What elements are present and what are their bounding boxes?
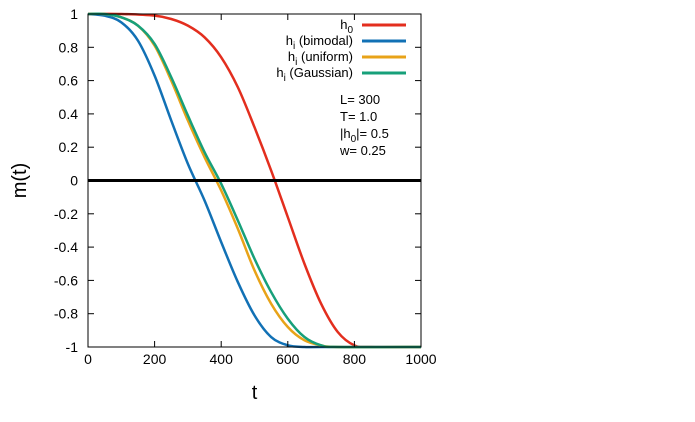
y-tick-label: 0.4 [59, 106, 79, 122]
x-tick-label: 400 [210, 351, 234, 367]
y-tick-label: -0.8 [54, 306, 78, 322]
legend-label-2: hi (uniform) [288, 49, 353, 68]
y-tick-label: 0.6 [59, 73, 79, 89]
legend-label-0: h0 [340, 17, 353, 36]
y-tick-label: -0.4 [54, 239, 78, 255]
series-line-3 [87, 12, 422, 349]
y-tick-label: 0.8 [59, 39, 79, 55]
x-axis-label: t [252, 382, 258, 404]
y-tick-label: 0 [70, 173, 78, 189]
x-tick-label: 1000 [405, 351, 436, 367]
y-tick-label: 0.2 [59, 139, 79, 155]
y-axis-label: m(t) [9, 163, 31, 199]
axis-ticks [87, 13, 422, 348]
annotation-h0-main: |h [340, 126, 351, 141]
y-tick-label: -0.2 [54, 206, 78, 222]
x-tick-label: 800 [343, 351, 367, 367]
y-tick-label: -1 [66, 339, 79, 355]
annotation-h0-sub: 0 [351, 134, 357, 145]
legend-label-3: hi (Gaussian) [276, 65, 353, 84]
annotation-w: w= 0.25 [339, 143, 386, 158]
y-tick-label: -0.6 [54, 272, 78, 288]
x-tick-label: 0 [84, 351, 92, 367]
axis-tick-labels: 0 200 400 600 800 1000 1 0.8 0.6 0.4 0.2 0 -0.2 -0.4 -… [54, 6, 437, 367]
parameter-annotation: L= 300 T= 1.0 |h0|= 0.5 w= 0.25 [339, 92, 389, 158]
series-line-0 [87, 12, 422, 349]
annotation-h0-rest: |= 0.5 [356, 126, 389, 141]
x-tick-label: 200 [143, 351, 167, 367]
annotation-h0: |h0|= 0.5 [340, 126, 389, 145]
annotation-L: L= 300 [340, 92, 380, 107]
y-tick-label: 1 [70, 6, 78, 22]
annotation-T: T= 1.0 [340, 109, 377, 124]
x-tick-label: 600 [276, 351, 300, 367]
legend-label-1: hi (bimodal) [286, 33, 353, 52]
